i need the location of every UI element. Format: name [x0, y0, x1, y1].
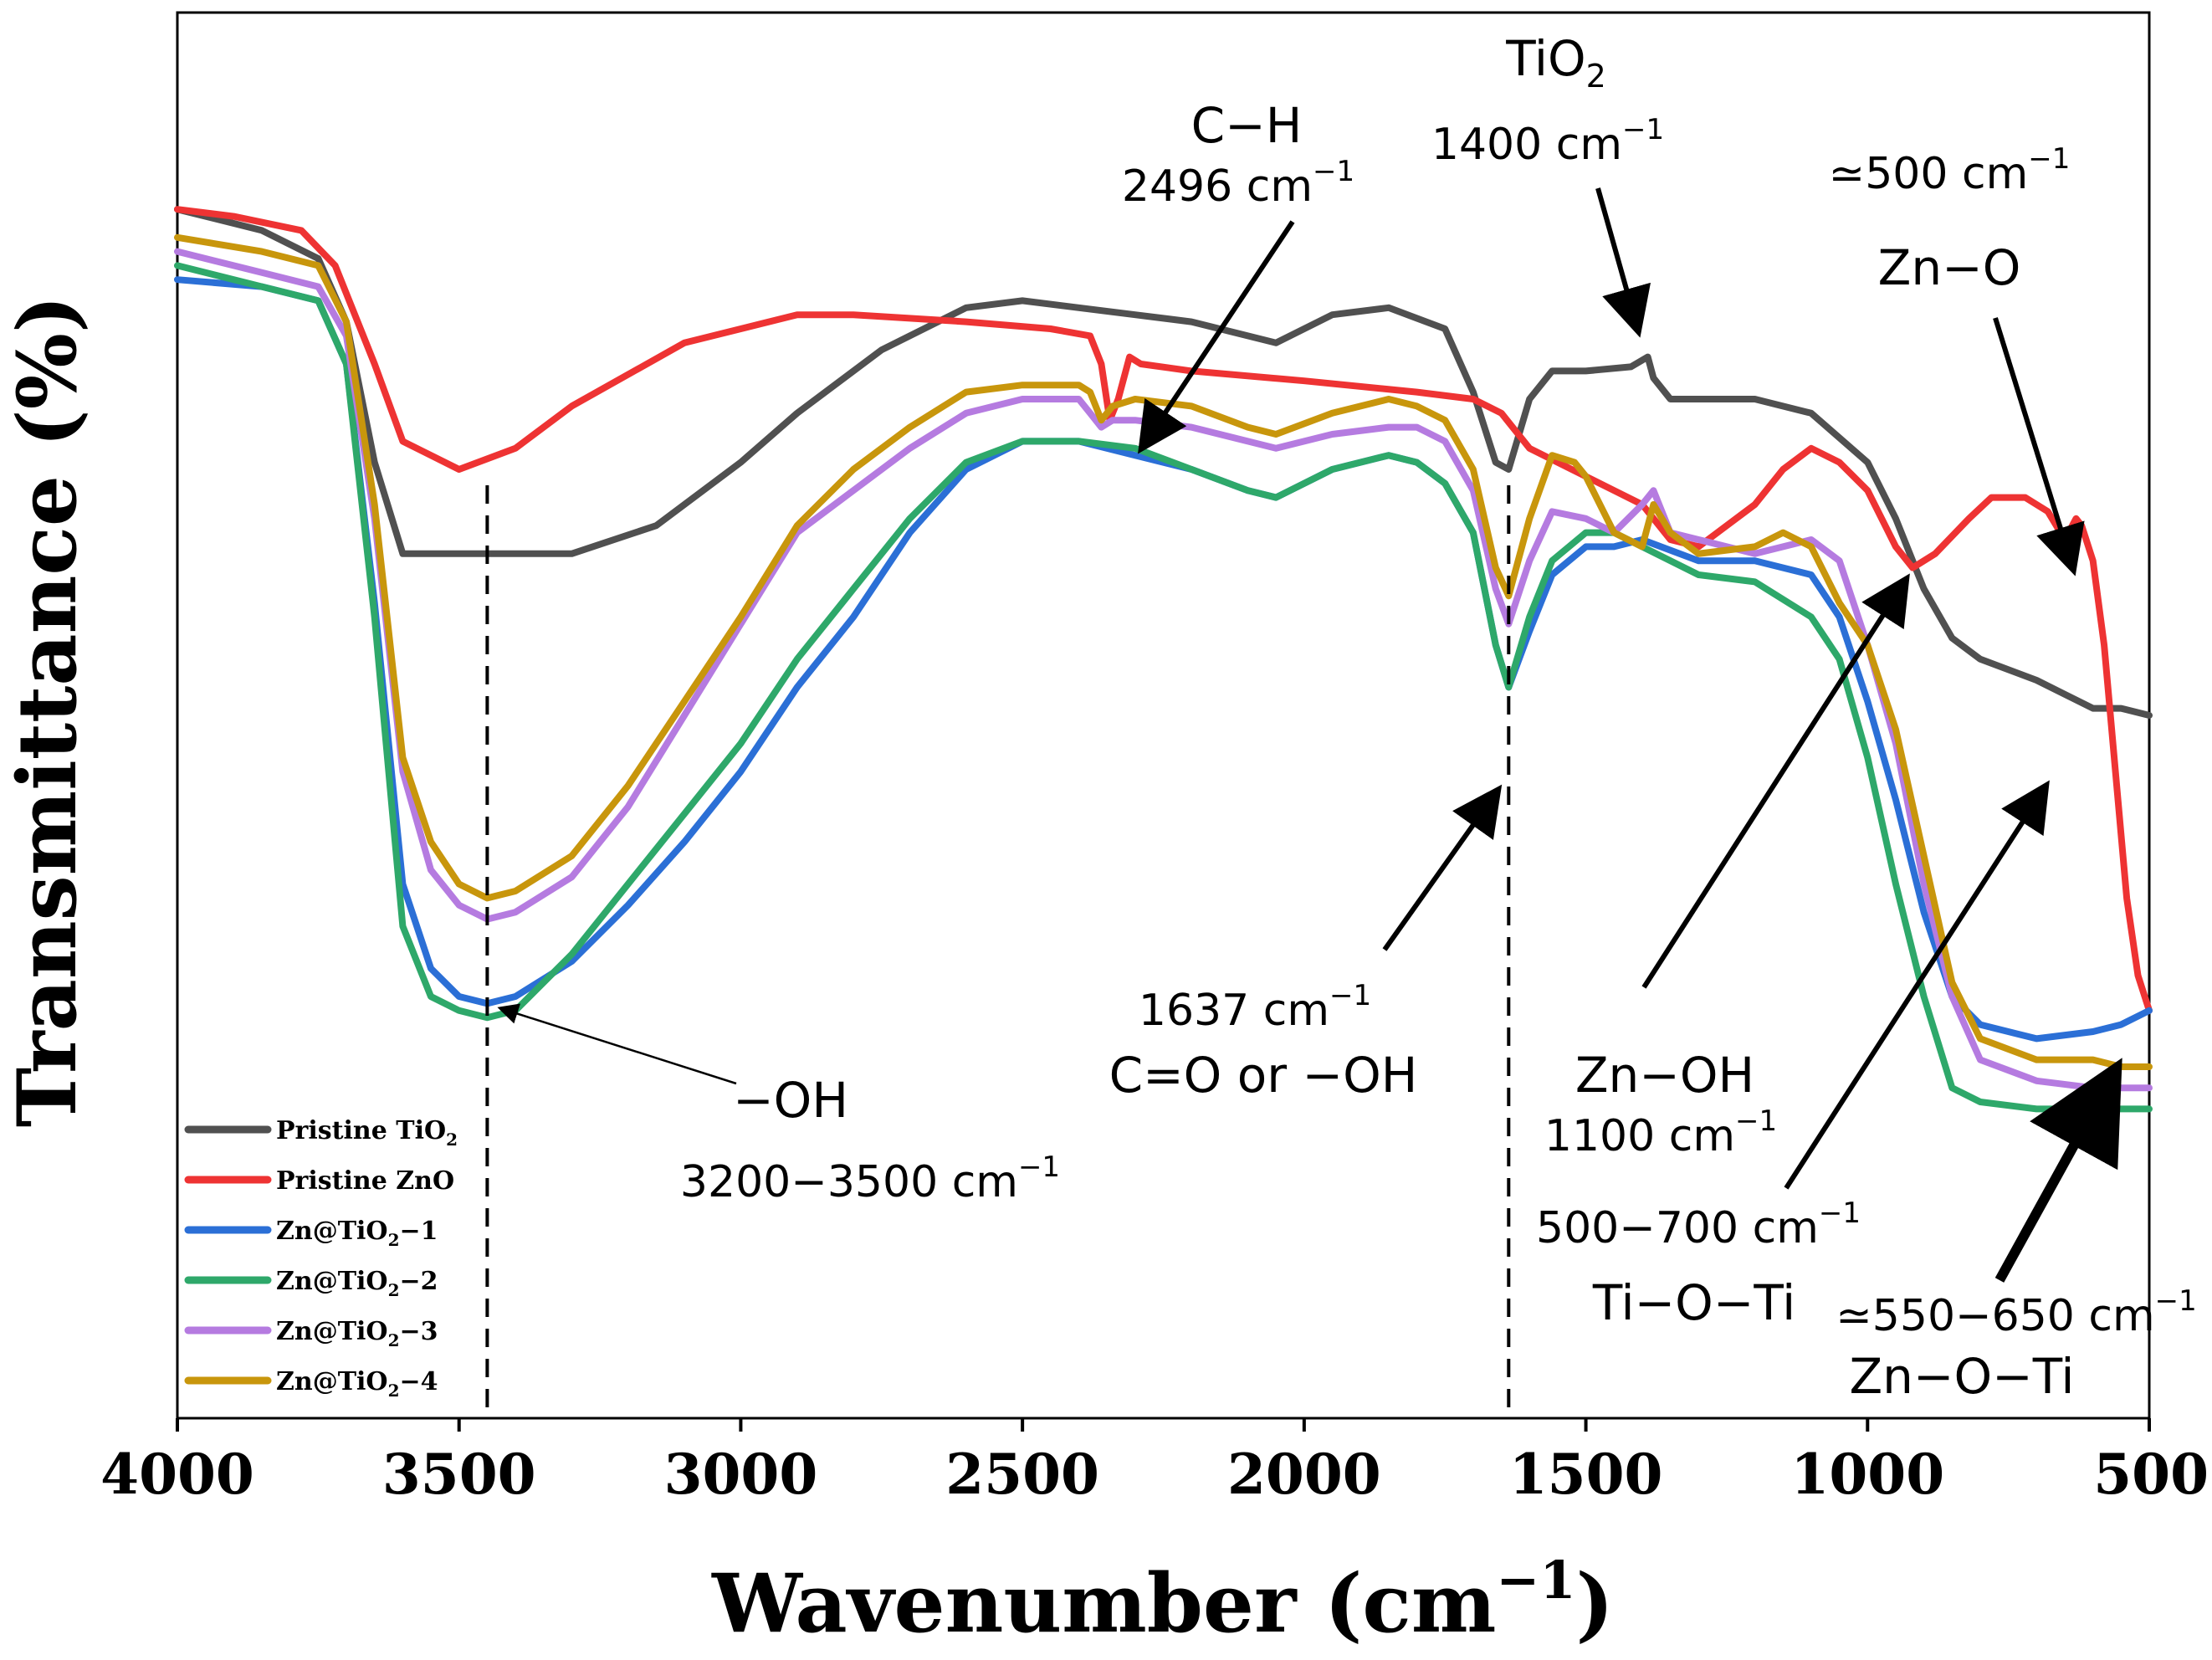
- tio2-arrow: [1595, 187, 1651, 338]
- tio2-value: 1400 cm−1: [1431, 113, 1664, 170]
- legend-label-3: Zn@TiO2−1: [276, 1217, 438, 1250]
- oh-arrow: [497, 1003, 737, 1085]
- annotations: C−H 2496 cm−1 TiO2 1400 cm−1 ≃500 cm−1 Z…: [680, 30, 2197, 1405]
- c1637-value: 1637 cm−1: [1139, 979, 1371, 1036]
- annotation-arrows: [497, 187, 2122, 1283]
- series-line-1: [174, 206, 2153, 719]
- zno-value: ≃500 cm−1: [1829, 142, 2071, 199]
- legend-label-4: Zn@TiO2−2: [276, 1267, 438, 1300]
- zno-arrow: [1993, 317, 2085, 576]
- tioti-title: Ti−O−Ti: [1592, 1274, 1795, 1331]
- x-tick-label-1000: 1000: [1790, 1442, 1944, 1507]
- x-tick-label-1500: 1500: [1509, 1442, 1663, 1507]
- tioti-arrow: [1784, 780, 2050, 1190]
- legend-label-1: Pristine TiO2: [276, 1116, 458, 1150]
- ch-arrow: [1138, 220, 1295, 454]
- znoh-title: Zn−OH: [1575, 1047, 1754, 1104]
- series-line-4: [174, 262, 2153, 1113]
- tio2-title: TiO2: [1505, 30, 1606, 95]
- znoti-title: Zn−O−Ti: [1849, 1348, 2074, 1405]
- series-line-6: [174, 233, 2153, 1070]
- legend-label-6: Zn@TiO2−4: [276, 1367, 438, 1401]
- legend-label-2: Pristine ZnO: [276, 1166, 454, 1196]
- x-axis-ticks: 4000 3500 3000 2500 2000 1500 1000 500: [100, 1418, 2209, 1507]
- x-axis-title: Wavenumber (cm−1): [711, 1550, 1614, 1651]
- x-tick-label-4000: 4000: [100, 1442, 254, 1507]
- ch-title: C−H: [1191, 97, 1303, 154]
- oh-title: −OH: [733, 1072, 848, 1129]
- x-tick-label-500: 500: [2093, 1442, 2209, 1507]
- znoti-arrow: [1994, 1058, 2122, 1283]
- legend: Pristine TiO2 Pristine ZnO Zn@TiO2−1 Zn@TiO…: [184, 1116, 458, 1401]
- znoh-value: 1100 cm−1: [1544, 1104, 1777, 1161]
- c1637-arrow: [1382, 784, 1503, 951]
- reference-lines: [485, 485, 1511, 1418]
- x-tick-label-3500: 3500: [382, 1442, 536, 1507]
- ch-value: 2496 cm−1: [1122, 155, 1354, 212]
- znoti-value: ≃550−650 cm−1: [1836, 1284, 2197, 1341]
- zno-title: Zn−O: [1878, 239, 2021, 296]
- tioti-value: 500−700 cm−1: [1536, 1196, 1861, 1253]
- y-axis-title: Transmittance (%): [0, 295, 95, 1128]
- oh-value: 3200−3500 cm−1: [680, 1150, 1060, 1207]
- x-tick-label-2000: 2000: [1227, 1442, 1381, 1507]
- legend-label-5: Zn@TiO2−3: [276, 1317, 438, 1350]
- series-line-5: [174, 248, 2153, 1092]
- c1637-title: C=O or −OH: [1109, 1047, 1418, 1104]
- znoh-arrow: [1641, 573, 1910, 989]
- x-tick-label-2500: 2500: [945, 1442, 1099, 1507]
- x-tick-label-3000: 3000: [664, 1442, 818, 1507]
